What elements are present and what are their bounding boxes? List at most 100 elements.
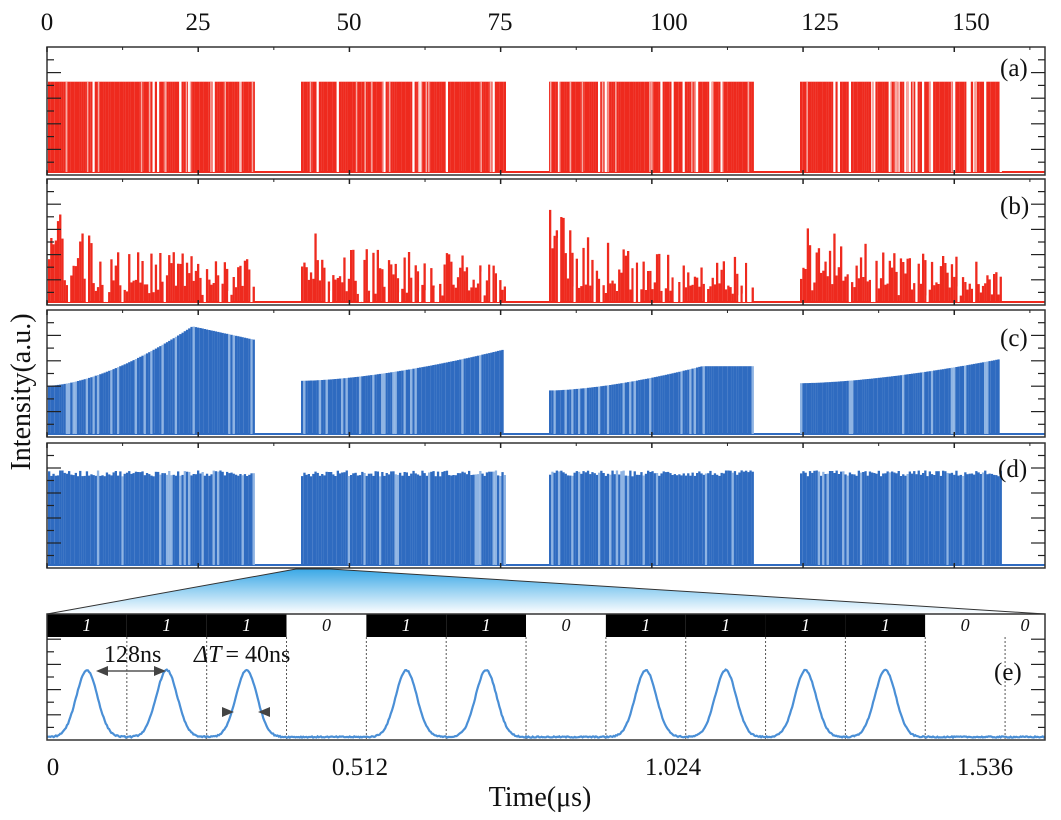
pulse-bar	[350, 250, 353, 302]
pulse-bar	[92, 376, 95, 434]
pulse-bar	[170, 475, 173, 565]
pulse-bar	[837, 474, 840, 565]
pulse-bar	[873, 473, 876, 565]
pulse-bar	[727, 366, 730, 434]
pulse-bar	[327, 472, 331, 565]
pulse-bar	[194, 327, 198, 434]
pulse-bar	[604, 385, 607, 434]
pulse-bar	[802, 81, 805, 172]
pulse-bar	[917, 372, 920, 434]
pulse-bar	[303, 472, 306, 565]
pulse-bar	[372, 81, 375, 172]
pulse-bar	[644, 290, 648, 302]
bit-label: 0	[322, 615, 331, 635]
pulse-bar	[866, 475, 869, 565]
pulse-bar	[649, 270, 652, 302]
panel-label-d: (d)	[998, 456, 1027, 483]
pulse-bar	[197, 470, 200, 565]
pulse-bar	[474, 287, 477, 302]
pulse-bar	[919, 372, 923, 434]
pulse-bar	[210, 330, 213, 434]
pulse-bar	[183, 471, 186, 565]
period-annotation: 128ns	[104, 642, 161, 668]
pulse-bar	[984, 283, 987, 302]
pulse-bar	[252, 286, 255, 302]
pulse-bar	[910, 289, 914, 302]
pulse-bar	[179, 475, 182, 565]
pulse-gap	[86, 81, 89, 172]
pulse-bar	[208, 279, 211, 302]
pulse-bar	[425, 475, 428, 565]
pulse-bar	[824, 382, 827, 434]
pulse-bar	[840, 81, 843, 172]
pulse-bar	[217, 471, 220, 565]
pulse-bar	[108, 292, 111, 302]
pulse-bar	[237, 81, 240, 172]
pulse-bar	[580, 388, 583, 434]
pulse-bar	[379, 373, 382, 434]
x-tick-label: 150	[952, 9, 990, 36]
pulse-bar	[820, 475, 823, 565]
pulse-bar	[846, 81, 849, 172]
pulse-bar	[595, 81, 599, 172]
pulse-bar	[902, 262, 905, 302]
pulse-bar	[65, 473, 69, 565]
pulse-bar	[465, 358, 469, 434]
pulse-bar	[414, 81, 417, 172]
pulse-bar	[937, 81, 940, 172]
pulse-bar	[966, 81, 969, 172]
pulse-bar	[450, 475, 453, 565]
pulse-bar	[824, 81, 827, 172]
pulse-bar	[882, 473, 885, 565]
pulse-bar	[615, 383, 619, 434]
pulse-bar	[194, 270, 198, 302]
pulse-bar	[877, 377, 880, 434]
pulse-bar	[239, 474, 242, 565]
pulse-bar	[54, 240, 57, 302]
pulse-bar	[853, 287, 856, 302]
pulse-bar	[372, 252, 375, 302]
pulse-bar	[729, 81, 732, 172]
pulse-bar	[503, 81, 506, 172]
pulse-bar	[68, 383, 71, 434]
pulse-bar	[678, 282, 681, 302]
pulse-bar	[59, 214, 62, 302]
pulse-bar	[365, 81, 368, 172]
pulse-bar	[851, 474, 854, 565]
pulse-bar	[853, 380, 856, 434]
pulse-bar	[76, 476, 80, 565]
x-tick-label: 0	[41, 9, 54, 36]
pulse-bar	[114, 265, 117, 302]
pulse-bar	[848, 472, 852, 565]
pulse-bar	[479, 471, 482, 565]
pulse-bar	[604, 475, 607, 565]
pulse-bar	[494, 273, 498, 302]
pulse-bar	[474, 474, 477, 565]
bit-label: 1	[881, 615, 890, 635]
pulse-bar	[416, 474, 420, 565]
pulse-bar	[840, 246, 843, 302]
pulse-bar	[390, 471, 393, 565]
pulse-bar	[119, 471, 122, 565]
pulse-bar	[602, 473, 605, 565]
pulse-bar	[948, 81, 951, 172]
pulse-bar	[857, 470, 860, 565]
pulse-bar	[472, 356, 475, 434]
pulse-bar	[871, 249, 874, 302]
pulse-bar	[562, 389, 565, 434]
bit-label: 1	[162, 615, 171, 635]
pulse-bar	[392, 274, 395, 302]
pulse-bar	[117, 475, 120, 565]
pulse-bar	[922, 81, 925, 172]
pulse-bar	[476, 81, 480, 172]
pulse-bar	[562, 217, 565, 302]
pulse-bar	[895, 375, 898, 434]
pulse-bar	[358, 273, 362, 302]
pulse-bar	[232, 277, 235, 302]
pulse-bar	[738, 295, 741, 302]
pulse-bar	[361, 376, 364, 434]
pulse-bar	[241, 475, 244, 565]
pulse-bar	[671, 81, 674, 172]
pulse-bar	[145, 353, 149, 434]
pulse-bar	[745, 81, 748, 172]
